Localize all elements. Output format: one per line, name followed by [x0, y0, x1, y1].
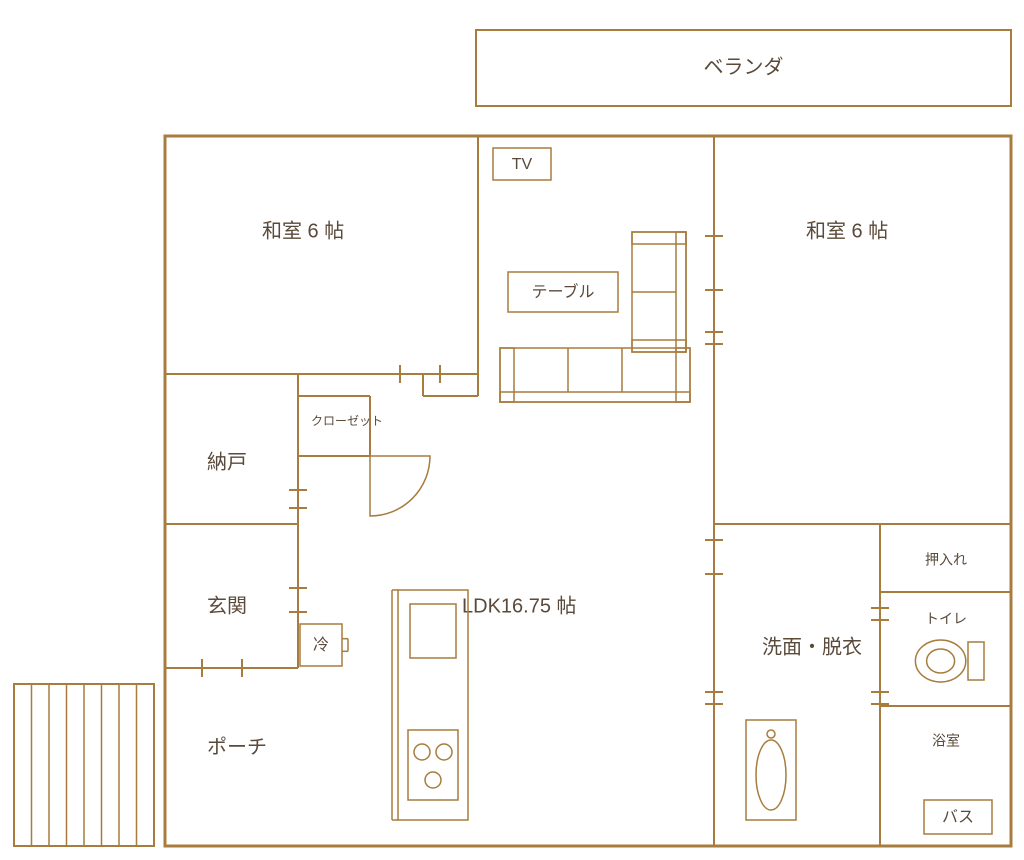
washbasin — [746, 720, 796, 820]
room-label-porch: ポーチ — [207, 735, 267, 758]
room-label-closet: クローゼット — [311, 414, 383, 428]
room-label-yokushitsu: 浴室 — [932, 733, 960, 749]
exterior-slats — [14, 684, 154, 846]
label-box-tv: TV — [493, 148, 551, 180]
room-label-washitsu-left: 和室 6 帖 — [262, 219, 344, 242]
room-label-ldk: LDK16.75 帖 — [462, 594, 577, 617]
label-box-fridge: 冷 — [300, 624, 342, 666]
room-label-oshiire: 押入れ — [925, 552, 967, 568]
room-label-genkan: 玄関 — [207, 594, 247, 617]
room-label-washitsu-right: 和室 6 帖 — [806, 219, 888, 242]
closet-door-swing — [370, 456, 430, 516]
kitchen-counter — [392, 590, 468, 820]
room-label-nando: 納戸 — [207, 450, 247, 473]
label-tv: TV — [512, 156, 533, 173]
label-bath: バス — [942, 809, 974, 826]
label-table: テーブル — [531, 282, 594, 301]
room-label-senmen: 洗面・脱衣 — [762, 635, 862, 658]
balcony-label: ベランダ — [704, 55, 784, 78]
label-box-bath: バス — [924, 800, 992, 834]
label-box-table: テーブル — [508, 272, 618, 312]
toilet-fixture — [915, 640, 984, 682]
sofa-horizontal — [500, 348, 690, 402]
label-fridge: 冷 — [313, 636, 329, 654]
sofa-vertical — [632, 232, 686, 352]
room-label-toilet: トイレ — [925, 611, 967, 627]
